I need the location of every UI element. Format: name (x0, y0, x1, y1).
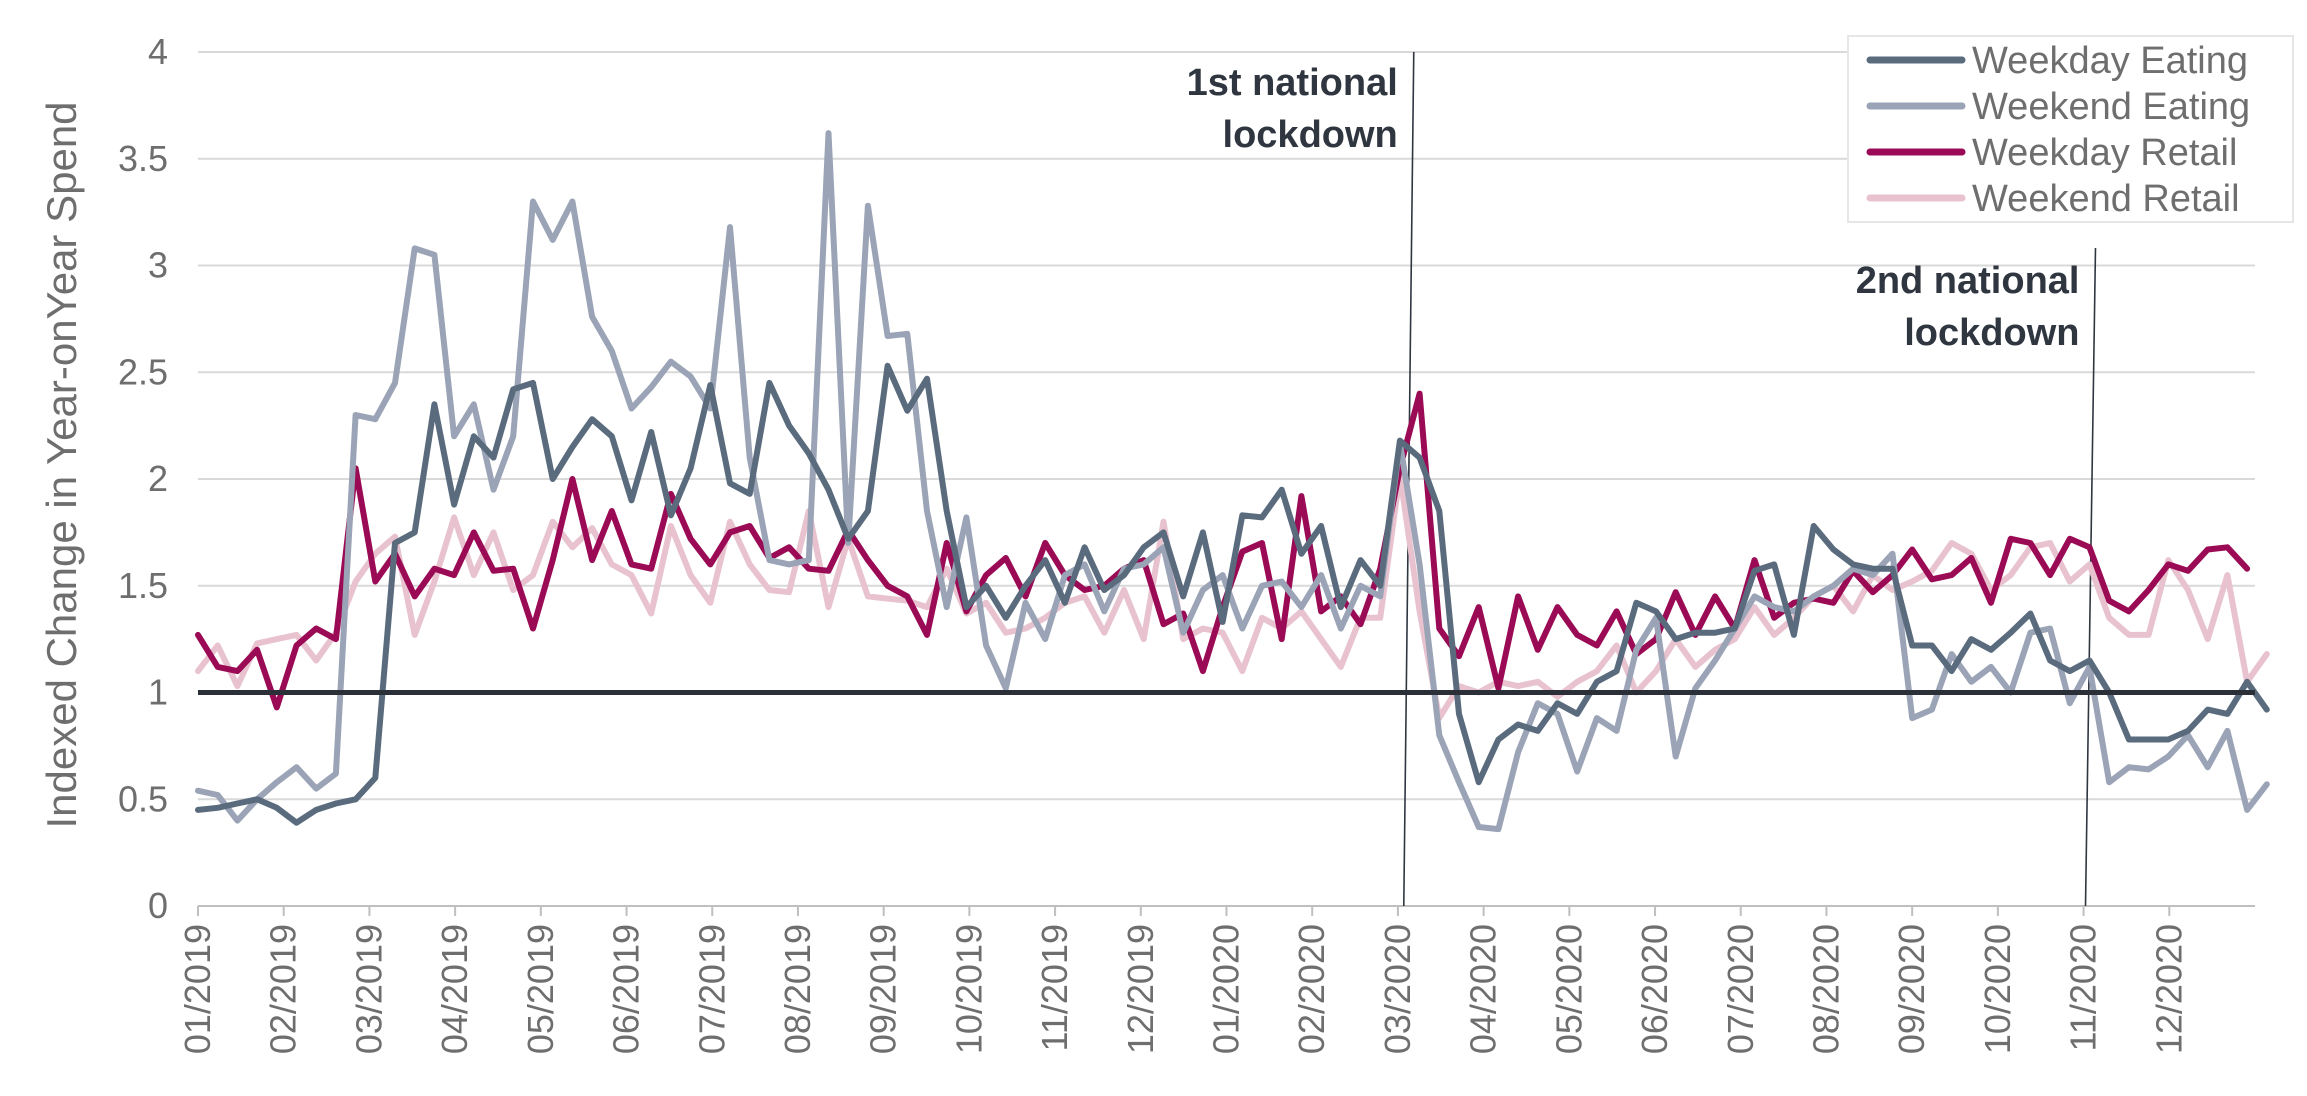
lockdown-line-2 (2084, 247, 2097, 907)
lockdown-label-1-line-2: lockdown (1223, 114, 1398, 156)
x-tick-label-22: 11/2020 (2063, 924, 2104, 1051)
legend-label-2: Weekday Retail (1972, 132, 2237, 174)
x-tick-label-12: 01/2020 (1206, 924, 1247, 1054)
x-tick-label-21: 10/2020 (1977, 924, 2018, 1054)
y-tick-label-0: 0 (148, 885, 168, 926)
x-tick-label-1: 02/2019 (263, 924, 304, 1054)
x-tick-label-2: 03/2019 (348, 924, 389, 1054)
lockdown-label-2-line-1: 2nd national (1856, 260, 2080, 302)
x-tick-label-20: 09/2020 (1891, 924, 1932, 1054)
x-tick-label-3: 04/2019 (434, 924, 475, 1054)
x-tick-label-19: 08/2020 (1805, 924, 1846, 1054)
y-axis-title: Indexed Change in Year-onYear Spend (38, 101, 85, 828)
series-line-3 (195, 471, 2270, 722)
x-tick-label-6: 07/2019 (691, 924, 732, 1054)
y-tick-label-5: 2.5 (118, 351, 168, 392)
series-line-0 (195, 362, 2270, 826)
x-tick-label-4: 05/2019 (520, 924, 561, 1054)
y-tick-label-6: 3 (148, 245, 168, 286)
legend-box (1847, 35, 2294, 223)
x-tick-label-14: 03/2020 (1377, 924, 1418, 1054)
x-tick-label-9: 10/2019 (948, 924, 989, 1054)
legend-label-3: Weekend Retail (1972, 178, 2240, 220)
lockdown-label-1-line-1: 1st national (1187, 62, 1398, 104)
x-tick-label-7: 08/2019 (777, 924, 818, 1054)
x-tick-label-11: 12/2019 (1120, 924, 1161, 1054)
x-tick-label-0: 01/2019 (177, 924, 218, 1054)
x-tick-label-15: 04/2020 (1463, 924, 1504, 1054)
series-lines (195, 130, 2270, 833)
x-tick-label-18: 07/2020 (1720, 924, 1761, 1054)
x-tick-label-5: 06/2019 (606, 924, 647, 1054)
y-tick-label-4: 2 (148, 458, 168, 499)
y-tick-label-1: 0.5 (118, 778, 168, 819)
legend-label-0: Weekday Eating (1972, 40, 2248, 82)
x-tick-label-10: 11/2019 (1034, 924, 1075, 1051)
legend-label-1: Weekend Eating (1972, 86, 2250, 128)
y-tick-label-7: 3.5 (118, 138, 168, 179)
y-axis-ticks: 0 0.5 1 1.5 2 2.5 3 3.5 4 (118, 31, 168, 926)
x-tick-label-17: 06/2020 (1634, 924, 1675, 1054)
y-tick-label-8: 4 (148, 31, 168, 72)
x-tick-label-23: 12/2020 (2148, 924, 2189, 1054)
x-axis-ticks: 01/2019 02/2019 03/2019 04/2019 05/2019 06/20… (177, 905, 2255, 1054)
x-tick-label-13: 02/2020 (1291, 924, 1332, 1054)
series-line-1 (195, 130, 2270, 833)
x-tick-label-16: 05/2020 (1548, 924, 1589, 1054)
y-tick-label-2: 1 (148, 672, 168, 713)
x-tick-label-8: 09/2019 (863, 924, 904, 1054)
y-tick-label-3: 1.5 (118, 565, 168, 606)
lockdown-label-2-line-2: lockdown (1904, 312, 2079, 354)
annotations: 1st national lockdown 2nd national lockdown (1187, 51, 2097, 907)
